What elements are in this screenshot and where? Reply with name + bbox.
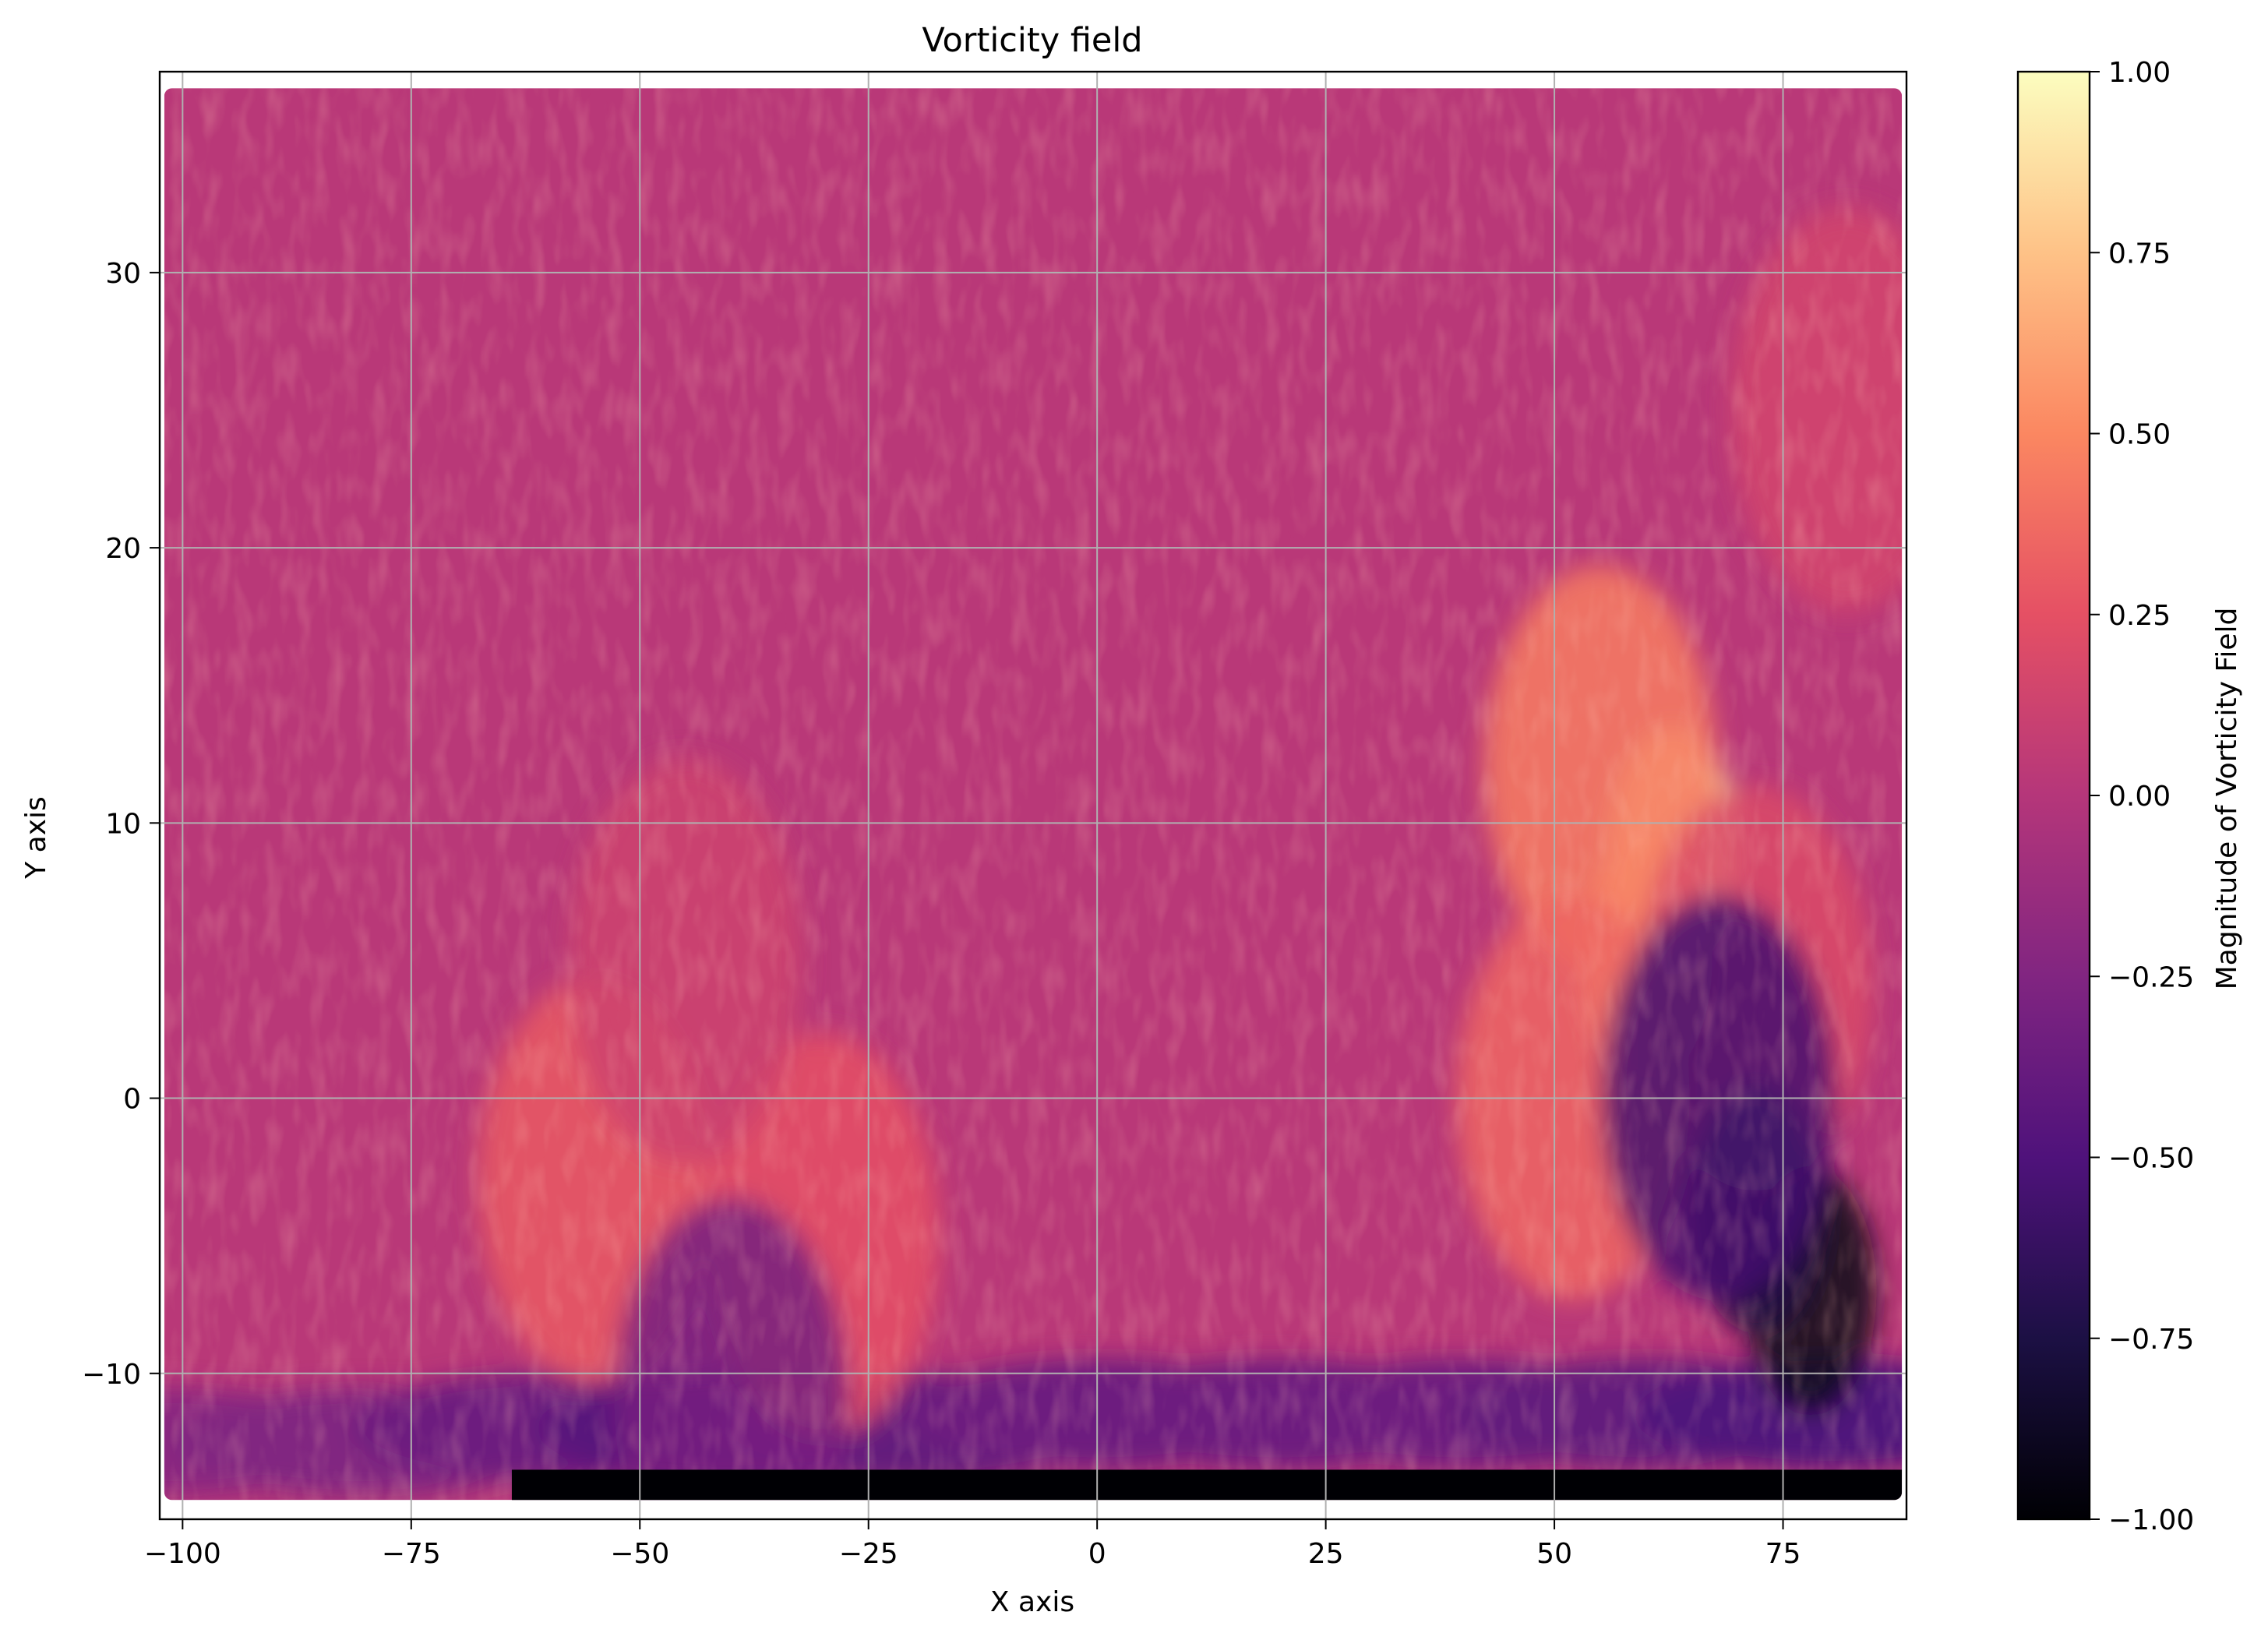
colorbar-tick-label: −1.00 bbox=[2108, 1504, 2194, 1536]
colorbar-label: Magnitude of Vorticity Field bbox=[2211, 608, 2243, 990]
x-tick-label: −75 bbox=[382, 1538, 441, 1570]
plot-frame bbox=[158, 70, 1908, 1521]
x-tick-label: 50 bbox=[1536, 1538, 1572, 1570]
colorbar-tick-label: 0.75 bbox=[2108, 238, 2171, 270]
colorbar-tick-label: −0.75 bbox=[2108, 1324, 2194, 1356]
heatmap bbox=[164, 88, 1903, 1501]
colorbar-tick-label: 0.00 bbox=[2108, 781, 2171, 813]
colorbar: −1.00 −0.75 −0.50 −0.25 0.00 0.25 0.50 0.75 1.00… bbox=[2016, 57, 2243, 1536]
colorbar-tick-label: 1.00 bbox=[2108, 57, 2171, 89]
y-tick-label: 20 bbox=[105, 533, 141, 565]
y-tick-label: −10 bbox=[82, 1359, 141, 1391]
y-axis-ticks: −10 0 10 20 30 bbox=[82, 258, 160, 1391]
x-tick-label: 25 bbox=[1308, 1538, 1344, 1570]
chart-title: Vorticity field bbox=[922, 21, 1142, 60]
x-tick-label: 75 bbox=[1765, 1538, 1801, 1570]
heatmap-texture bbox=[164, 88, 1903, 1501]
y-axis-label: Y axis bbox=[20, 796, 52, 880]
grid bbox=[160, 72, 1906, 1519]
x-tick-label: −50 bbox=[610, 1538, 669, 1570]
x-tick-label: 0 bbox=[1088, 1538, 1106, 1570]
y-tick-label: 10 bbox=[105, 808, 141, 840]
y-tick-label: 0 bbox=[123, 1084, 141, 1116]
colorbar-tick-label: 0.25 bbox=[2108, 600, 2171, 632]
heatmap-wall bbox=[511, 1469, 1903, 1501]
x-tick-label: −25 bbox=[839, 1538, 898, 1570]
x-axis-label: X axis bbox=[990, 1586, 1074, 1618]
x-tick-label: −100 bbox=[144, 1538, 221, 1570]
colorbar-gradient bbox=[2016, 70, 2091, 1521]
y-tick-label: 30 bbox=[105, 258, 141, 290]
colorbar-tick-label: −0.50 bbox=[2108, 1143, 2194, 1175]
colorbar-tick-label: −0.25 bbox=[2108, 961, 2194, 993]
x-axis-ticks: −100 −75 −50 −25 0 25 50 75 bbox=[144, 1519, 1801, 1570]
plot-area bbox=[160, 72, 1906, 1519]
colorbar-ticks: −1.00 −0.75 −0.50 −0.25 0.00 0.25 0.50 0.75 1.00 bbox=[2090, 57, 2194, 1536]
colorbar-tick-label: 0.50 bbox=[2108, 419, 2171, 451]
